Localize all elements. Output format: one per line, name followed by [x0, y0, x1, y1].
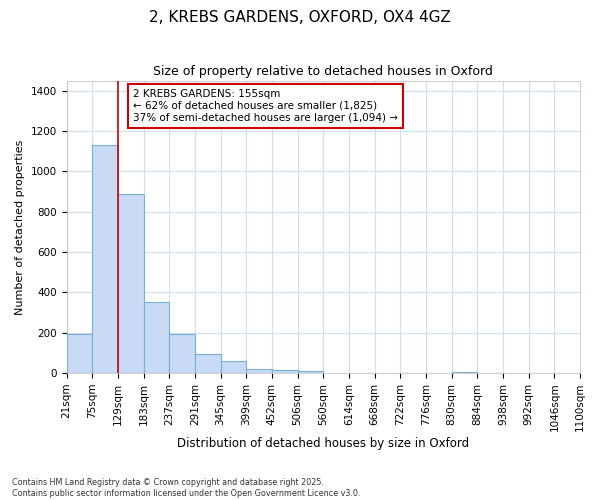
Bar	[169, 334, 195, 373]
Bar	[246, 369, 272, 373]
Bar	[452, 372, 478, 373]
Bar	[298, 371, 323, 373]
X-axis label: Distribution of detached houses by size in Oxford: Distribution of detached houses by size …	[177, 437, 469, 450]
Text: Contains HM Land Registry data © Crown copyright and database right 2025.
Contai: Contains HM Land Registry data © Crown c…	[12, 478, 361, 498]
Bar	[118, 194, 143, 373]
Title: Size of property relative to detached houses in Oxford: Size of property relative to detached ho…	[154, 65, 493, 78]
Text: 2, KREBS GARDENS, OXFORD, OX4 4GZ: 2, KREBS GARDENS, OXFORD, OX4 4GZ	[149, 10, 451, 25]
Bar	[143, 302, 169, 373]
Bar	[221, 361, 246, 373]
Y-axis label: Number of detached properties: Number of detached properties	[15, 139, 25, 314]
Text: 2 KREBS GARDENS: 155sqm
← 62% of detached houses are smaller (1,825)
37% of semi: 2 KREBS GARDENS: 155sqm ← 62% of detache…	[133, 90, 398, 122]
Bar	[67, 334, 92, 373]
Bar	[195, 354, 221, 373]
Bar	[272, 370, 298, 373]
Bar	[92, 145, 118, 373]
